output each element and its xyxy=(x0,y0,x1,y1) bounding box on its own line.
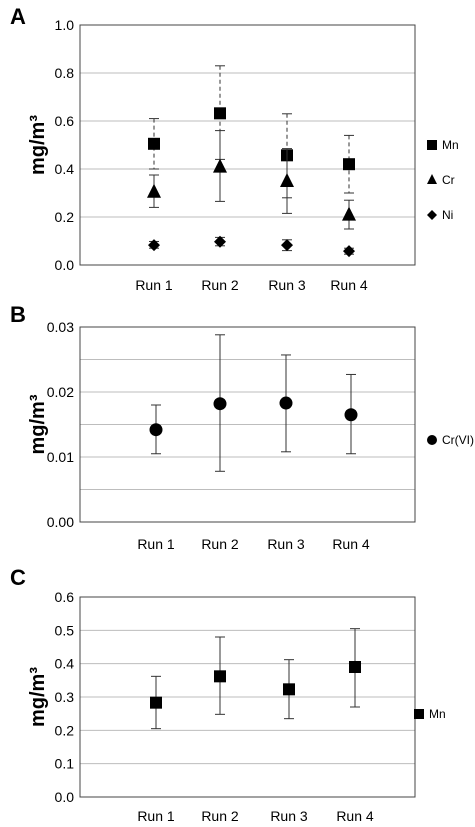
panel-a-series-mn-point xyxy=(148,137,160,150)
panel-a-series-cr-point xyxy=(342,206,356,221)
panel-a-legend-marker xyxy=(427,210,437,220)
panel-b-plot-frame xyxy=(79,326,416,523)
panel-c-letter: C xyxy=(10,565,26,590)
panel-c-series-mn-point xyxy=(150,696,162,709)
panel-c-ytick-label: 0.4 xyxy=(55,656,75,672)
panel-b-xtick-label: Run 4 xyxy=(332,536,370,552)
panel-a-series-cr xyxy=(147,130,356,230)
panel-c-series-mn-point xyxy=(214,670,226,683)
panel-b-xtick-label: Run 3 xyxy=(267,536,305,552)
panel-a-xtick-label: Run 4 xyxy=(330,277,368,293)
panel-c-ylabel: mg/m³ xyxy=(27,667,49,727)
panel-a-series-ni-point xyxy=(214,235,226,248)
panel-c-xtick-label: Run 4 xyxy=(336,808,374,824)
panel-a-series-cr-point xyxy=(147,183,161,198)
panel-b-ytick-label: 0.02 xyxy=(47,384,74,400)
panel-c-series-mn xyxy=(150,628,361,730)
panel-a-series-ni-point xyxy=(148,239,160,252)
panel-a-plot-frame xyxy=(79,24,416,266)
panel-a-ytick-label: 1.0 xyxy=(55,17,75,33)
panel-c-ytick-label: 0.3 xyxy=(55,689,75,705)
panel-b-ytick-label: 0.01 xyxy=(47,449,74,465)
panel-a-xtick-label: Run 1 xyxy=(135,277,173,293)
panel-c-series-mn-point xyxy=(283,683,295,696)
panel-b-legend-marker xyxy=(427,435,437,445)
panel-c-plot-frame xyxy=(79,596,416,798)
panel-c-legend-marker xyxy=(414,709,424,719)
panel-b-ytick-label: 0.00 xyxy=(47,514,74,530)
panel-a-ylabel: mg/m³ xyxy=(27,115,49,175)
panel-a-series-ni-point xyxy=(343,245,355,258)
panel-c-ytick-label: 0.6 xyxy=(55,589,75,605)
panel-b-letter: B xyxy=(10,302,26,327)
panel-b-legend-label: Cr(VI) xyxy=(442,433,474,447)
panel-a-series-ni xyxy=(148,235,355,258)
panel-c-ytick-label: 0.0 xyxy=(55,789,75,805)
panel-c-xtick-label: Run 3 xyxy=(270,808,308,824)
panel-a-ytick-label: 0.0 xyxy=(55,257,75,273)
panel-a-series-cr-point xyxy=(213,158,227,173)
panel-c-series-mn-point xyxy=(349,661,361,673)
panel-a-series-mn-point xyxy=(343,158,355,171)
panel-c-ytick-label: 0.2 xyxy=(55,722,75,738)
panel-b-series-crvi-point xyxy=(344,408,358,422)
panel-a-letter: A xyxy=(10,4,26,29)
panel-a: A 0.0 0.2 0.4 0.6 0.8 1.0 mg/m³ Run 1 Run 2 Run 3 R… xyxy=(10,4,459,293)
panel-c-xtick-label: Run 1 xyxy=(137,808,175,824)
panel-c-legend-label: Mn xyxy=(429,707,446,721)
panel-b-series-crvi xyxy=(149,334,358,472)
panel-b-series-crvi-point xyxy=(213,397,227,411)
panel-c-ytick-label: 0.5 xyxy=(55,622,75,638)
panel-a-ytick-label: 0.2 xyxy=(55,209,75,225)
panel-a-ytick-label: 0.8 xyxy=(55,65,75,81)
panel-a-legend-marker xyxy=(427,140,437,150)
panel-a-legend-label: Ni xyxy=(442,208,453,222)
panel-b-xtick-label: Run 1 xyxy=(137,536,175,552)
panel-b-series-crvi-point xyxy=(149,423,163,437)
panel-a-xtick-label: Run 2 xyxy=(201,277,239,293)
panel-a-legend-label: Mn xyxy=(442,138,459,152)
panel-b-xtick-label: Run 2 xyxy=(201,536,239,552)
panel-a-series-mn-point xyxy=(214,107,226,120)
panel-b: B 0.00 0.01 0.02 0.03 mg/m³ Run 1 Run 2 Run 3 Run… xyxy=(10,302,474,552)
panel-a-ytick-label: 0.6 xyxy=(55,113,75,129)
panel-a-series-ni-point xyxy=(281,239,293,252)
panel-a-ytick-label: 0.4 xyxy=(55,161,75,177)
panel-c-ytick-label: 0.1 xyxy=(55,756,75,772)
panel-c-xtick-label: Run 2 xyxy=(201,808,239,824)
panel-a-xtick-label: Run 3 xyxy=(268,277,306,293)
panel-a-series-cr-point xyxy=(280,173,294,187)
panel-b-ytick-label: 0.03 xyxy=(47,319,74,335)
panel-a-legend-marker xyxy=(427,174,437,184)
panel-a-legend-label: Cr xyxy=(442,173,455,187)
panel-a-series-mn xyxy=(148,65,355,199)
panel-b-ylabel: mg/m³ xyxy=(27,394,49,454)
panel-c: C 0.0 0.1 0.2 0.3 0.4 0.5 0.6 mg/m³ Run 1 Run 2 Run… xyxy=(10,565,446,824)
panel-b-series-crvi-point xyxy=(279,396,293,410)
